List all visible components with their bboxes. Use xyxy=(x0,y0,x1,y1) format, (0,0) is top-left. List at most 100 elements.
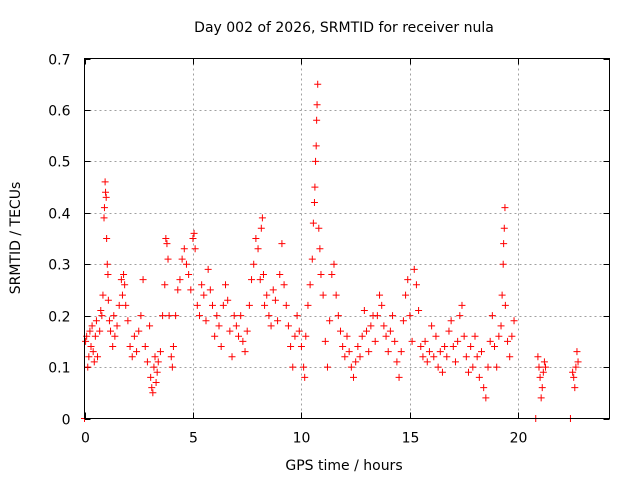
data-point xyxy=(301,373,309,381)
tick-labels: 0 5 10 15 20 0 0.1 0.2 0.3 0.4 0.5 0.6 0.7 xyxy=(48,53,527,447)
data-point xyxy=(102,188,110,196)
data-point xyxy=(572,363,580,371)
data-point xyxy=(378,301,386,309)
data-point xyxy=(380,322,388,330)
data-point xyxy=(328,271,336,278)
data-point xyxy=(573,348,581,356)
data-point xyxy=(478,348,486,356)
data-point xyxy=(87,343,95,350)
data-point xyxy=(103,260,111,268)
data-point xyxy=(213,312,221,320)
data-point xyxy=(373,312,381,320)
data-point xyxy=(85,353,93,361)
data-point xyxy=(100,214,108,222)
data-point xyxy=(500,224,508,232)
data-point xyxy=(486,337,494,345)
data-point xyxy=(534,353,542,361)
y-tick-label: 0 xyxy=(62,413,71,429)
data-point xyxy=(365,348,373,356)
data-point xyxy=(202,317,210,325)
data-point xyxy=(412,281,420,289)
data-point xyxy=(232,322,240,330)
data-point xyxy=(410,265,418,273)
data-point xyxy=(172,312,180,320)
data-point xyxy=(153,368,161,376)
data-point xyxy=(252,235,260,242)
data-point xyxy=(354,343,362,350)
data-point xyxy=(224,296,232,304)
data-point xyxy=(98,312,106,320)
data-point xyxy=(317,271,325,278)
data-point xyxy=(198,281,206,289)
data-point xyxy=(382,332,390,340)
data-point xyxy=(163,240,171,248)
data-point xyxy=(241,348,249,356)
data-point xyxy=(436,348,444,356)
data-point xyxy=(501,301,509,309)
data-point xyxy=(300,363,308,371)
data-point xyxy=(330,260,338,268)
data-point xyxy=(402,291,410,299)
y-tick-label: 0.3 xyxy=(48,258,70,274)
data-point xyxy=(334,312,342,320)
x-tick-label: 15 xyxy=(402,431,420,447)
data-point xyxy=(510,317,518,325)
data-point xyxy=(287,343,295,350)
data-point xyxy=(432,332,440,340)
data-point xyxy=(88,322,96,330)
data-point xyxy=(391,337,399,345)
data-point xyxy=(417,343,425,350)
data-point xyxy=(460,332,468,340)
data-point xyxy=(107,327,115,335)
data-point xyxy=(280,281,288,289)
data-point xyxy=(82,337,90,345)
data-point xyxy=(86,327,94,335)
data-point xyxy=(488,312,496,320)
data-points xyxy=(81,80,582,422)
data-point xyxy=(536,373,544,381)
data-point xyxy=(371,337,379,345)
y-tick-label: 0.6 xyxy=(48,104,70,120)
data-point xyxy=(217,343,225,350)
data-point xyxy=(336,327,344,335)
data-point xyxy=(261,301,269,309)
data-point xyxy=(404,276,412,284)
x-tick-label: 20 xyxy=(510,431,528,447)
data-point xyxy=(258,214,266,222)
y-tick-label: 0.2 xyxy=(48,310,70,326)
data-point xyxy=(297,343,305,350)
data-point xyxy=(168,363,176,371)
data-point xyxy=(165,312,173,320)
data-point xyxy=(174,286,182,294)
data-point xyxy=(169,343,177,350)
data-point xyxy=(245,301,253,309)
data-point xyxy=(130,332,138,340)
data-point xyxy=(311,183,319,191)
data-point xyxy=(428,322,436,330)
data-point xyxy=(276,271,284,278)
data-point xyxy=(347,363,355,371)
data-point xyxy=(456,312,464,320)
data-point xyxy=(257,224,265,232)
data-point xyxy=(97,307,105,314)
data-point xyxy=(151,353,159,361)
data-point xyxy=(360,307,368,314)
data-point xyxy=(504,337,512,345)
y-axis-label: SRMTID / TECUs xyxy=(8,182,24,295)
data-point xyxy=(128,353,136,361)
data-point xyxy=(326,317,334,325)
data-point xyxy=(421,337,429,345)
data-point xyxy=(493,363,501,371)
data-point xyxy=(117,276,125,284)
data-point xyxy=(341,353,349,361)
data-point xyxy=(321,337,329,345)
data-point xyxy=(182,260,190,268)
data-point xyxy=(471,332,479,340)
data-point xyxy=(146,322,154,330)
data-point xyxy=(389,312,397,320)
data-point xyxy=(150,363,158,371)
data-point xyxy=(425,348,433,356)
data-point xyxy=(454,337,462,345)
data-point xyxy=(208,301,216,309)
data-point xyxy=(508,332,516,340)
